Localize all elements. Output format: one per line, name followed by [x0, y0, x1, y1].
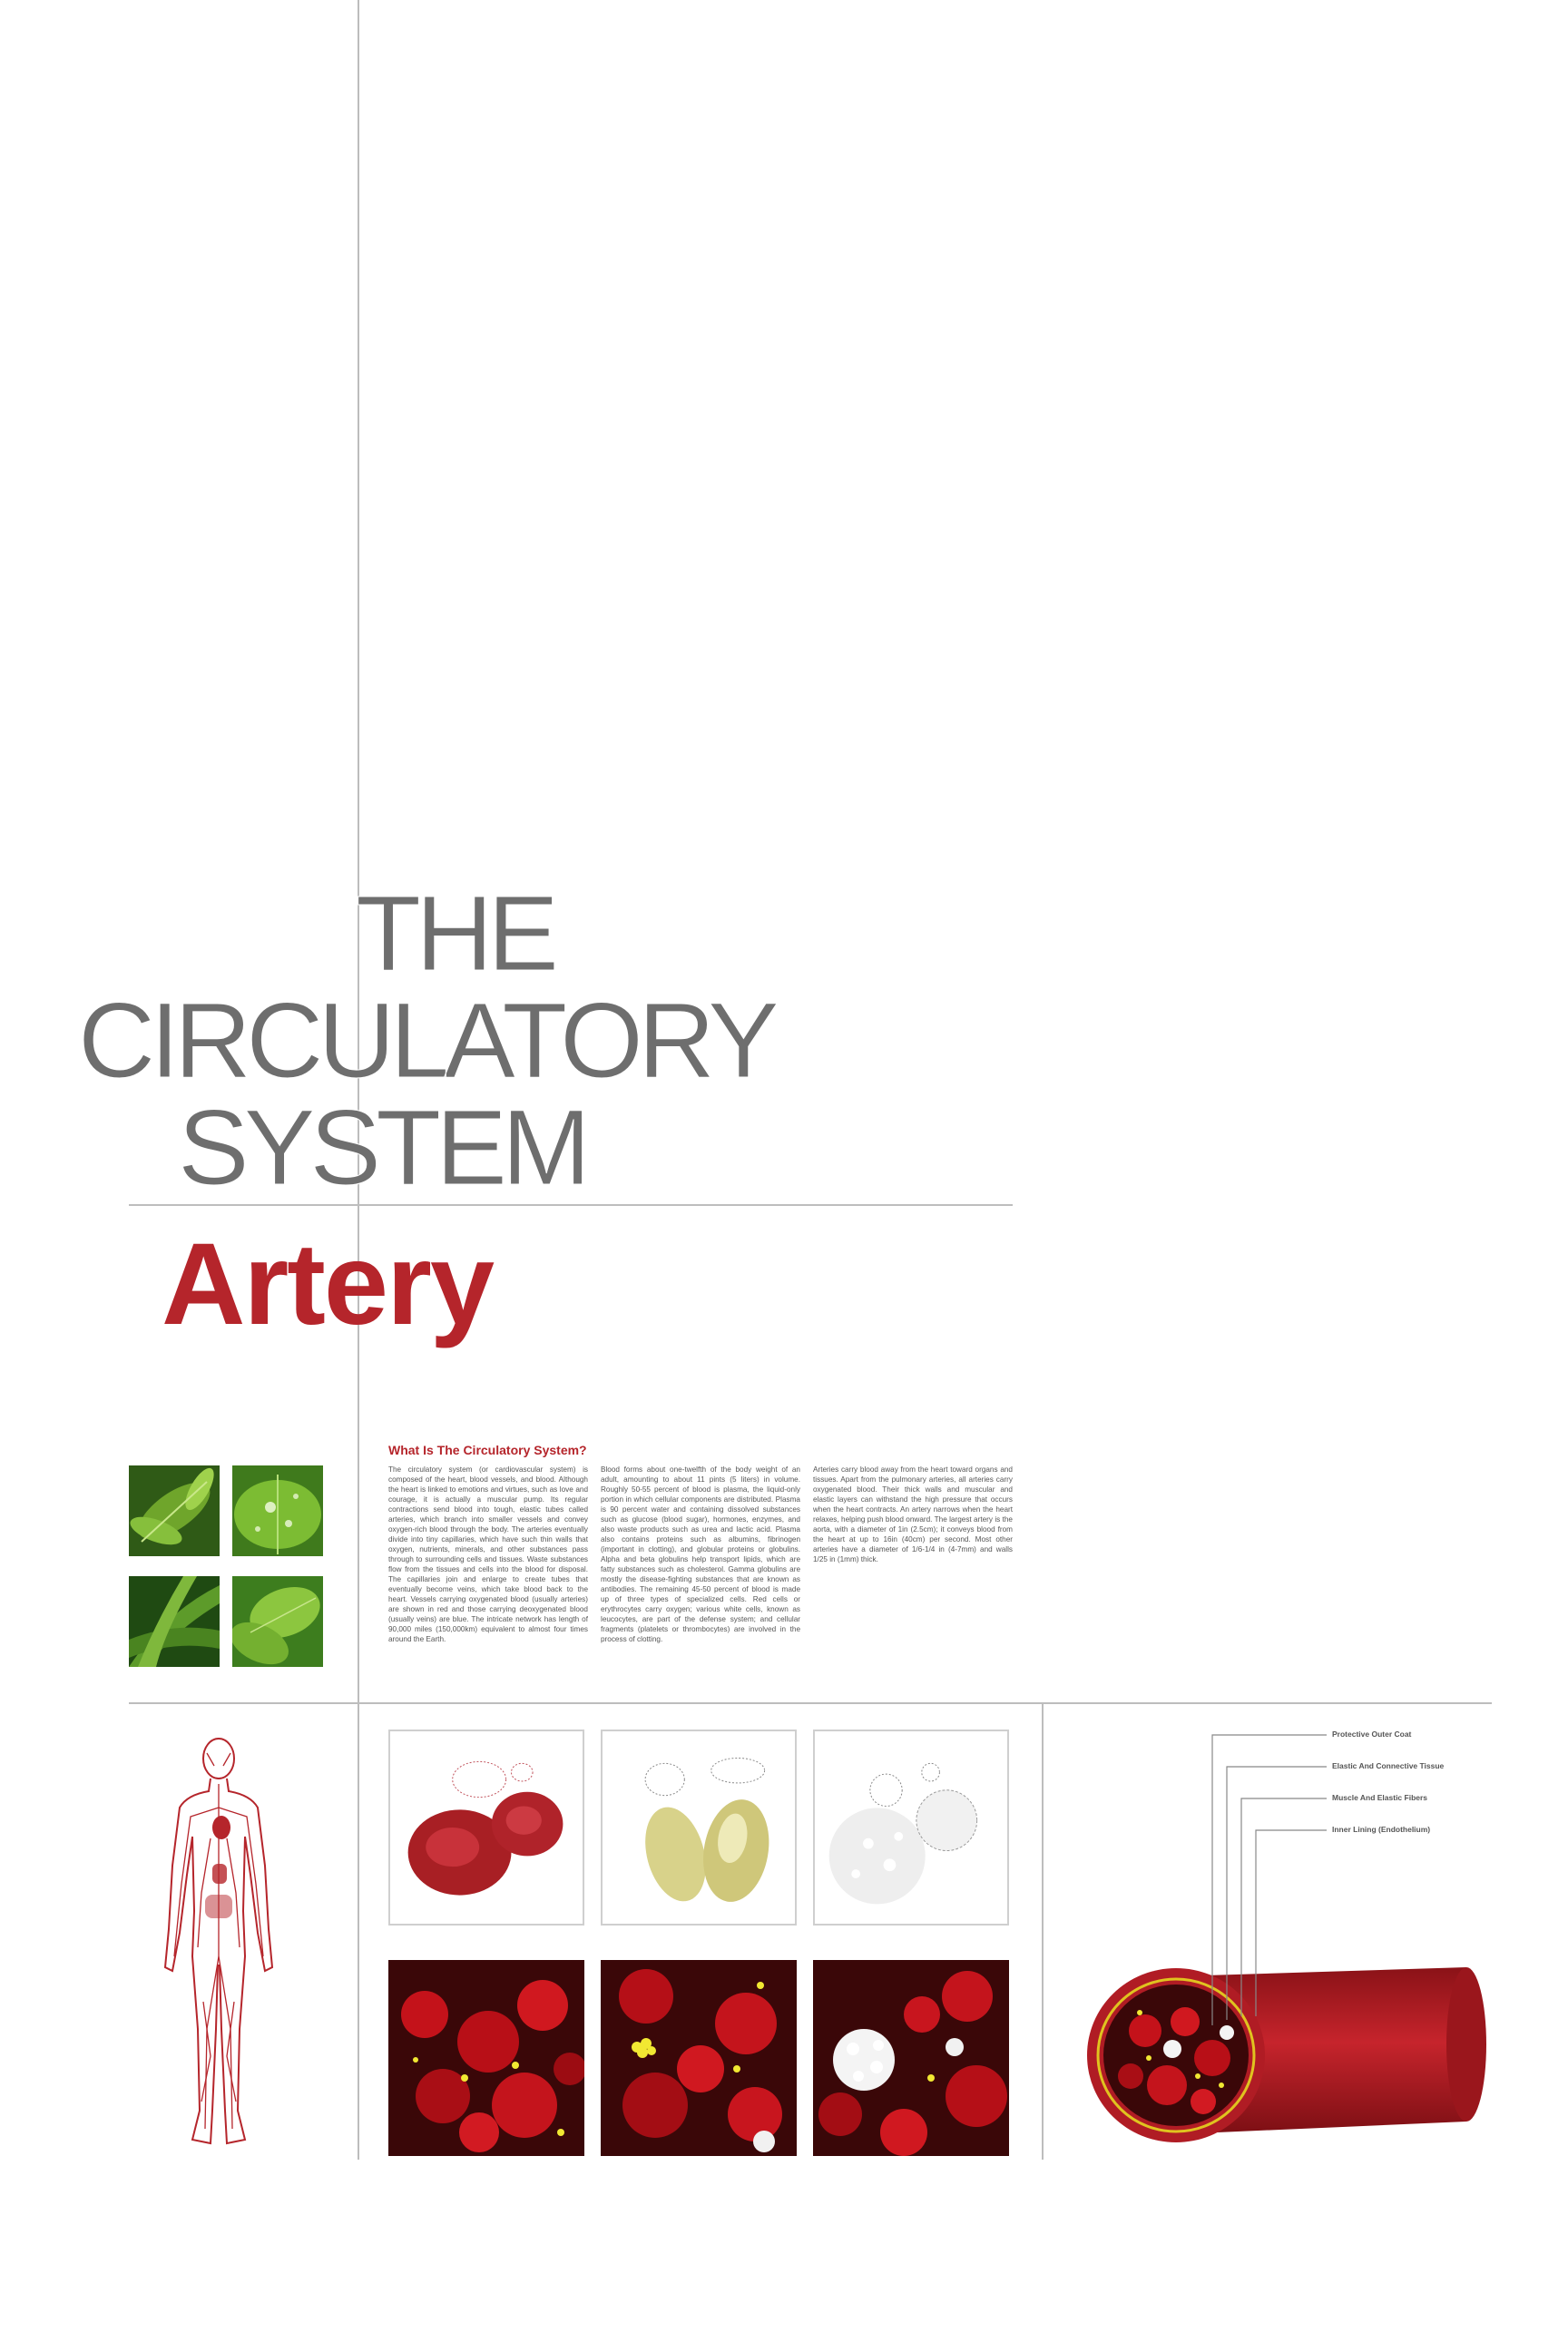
leaf-photo-4 [232, 1576, 323, 1667]
article-column-2: Blood forms about one-twelfth of the bod… [601, 1465, 800, 1643]
article-column-3: Arteries carry blood away from the heart… [813, 1465, 1013, 1563]
article-column-1: The circulatory system (or cardiovascula… [388, 1465, 588, 1643]
leaf-photo-1 [129, 1465, 220, 1556]
blood-render-white-cell [813, 1960, 1009, 2156]
label-muscle-elastic-fibers: Muscle And Elastic Fibers [1332, 1793, 1428, 1802]
blood-render-red-cells [388, 1960, 584, 2156]
red-blood-cell-illustration [388, 1730, 584, 1926]
title-line-circulatory: CIRCULATORY [78, 981, 780, 1101]
label-protective-outer-coat: Protective Outer Coat [1332, 1730, 1412, 1739]
blood-render-platelets [601, 1960, 797, 2156]
label-elastic-connective-tissue: Elastic And Connective Tissue [1332, 1761, 1445, 1770]
section-title-artery: Artery [162, 1220, 495, 1349]
artery-section-divider [1042, 1702, 1044, 2160]
human-circulatory-figure [151, 1730, 287, 2156]
label-inner-lining: Inner Lining (Endothelium) [1332, 1825, 1431, 1834]
title-line-system: SYSTEM [177, 1088, 591, 1208]
leaf-photo-2 [232, 1465, 323, 1556]
vertical-guide-line [358, 0, 359, 2160]
section-rule [129, 1702, 1492, 1704]
platelet-cell-illustration [601, 1730, 797, 1926]
title-line-the: THE [356, 874, 560, 994]
title-rule [129, 1204, 1013, 1206]
article-heading: What Is The Circulatory System? [388, 1443, 587, 1457]
white-blood-cell-illustration [813, 1730, 1009, 1926]
leaf-photo-3 [129, 1576, 220, 1667]
